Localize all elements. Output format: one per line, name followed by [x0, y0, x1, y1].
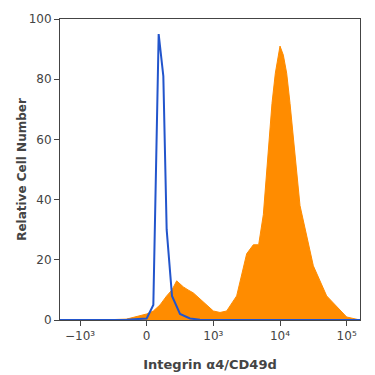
- svg-text:40: 40: [36, 193, 51, 207]
- svg-text:10⁵: 10⁵: [337, 329, 357, 343]
- svg-text:Integrin α4/CD49d: Integrin α4/CD49d: [143, 357, 277, 372]
- svg-text:60: 60: [36, 133, 51, 147]
- svg-text:Relative Cell Number: Relative Cell Number: [15, 98, 29, 241]
- svg-text:80: 80: [36, 72, 51, 86]
- svg-text:20: 20: [36, 253, 51, 267]
- svg-text:0: 0: [44, 313, 52, 327]
- svg-text:0: 0: [143, 329, 151, 343]
- svg-text:10⁴: 10⁴: [270, 329, 290, 343]
- svg-text:10³: 10³: [203, 329, 223, 343]
- svg-text:−10³: −10³: [65, 329, 95, 343]
- svg-text:100: 100: [29, 12, 52, 26]
